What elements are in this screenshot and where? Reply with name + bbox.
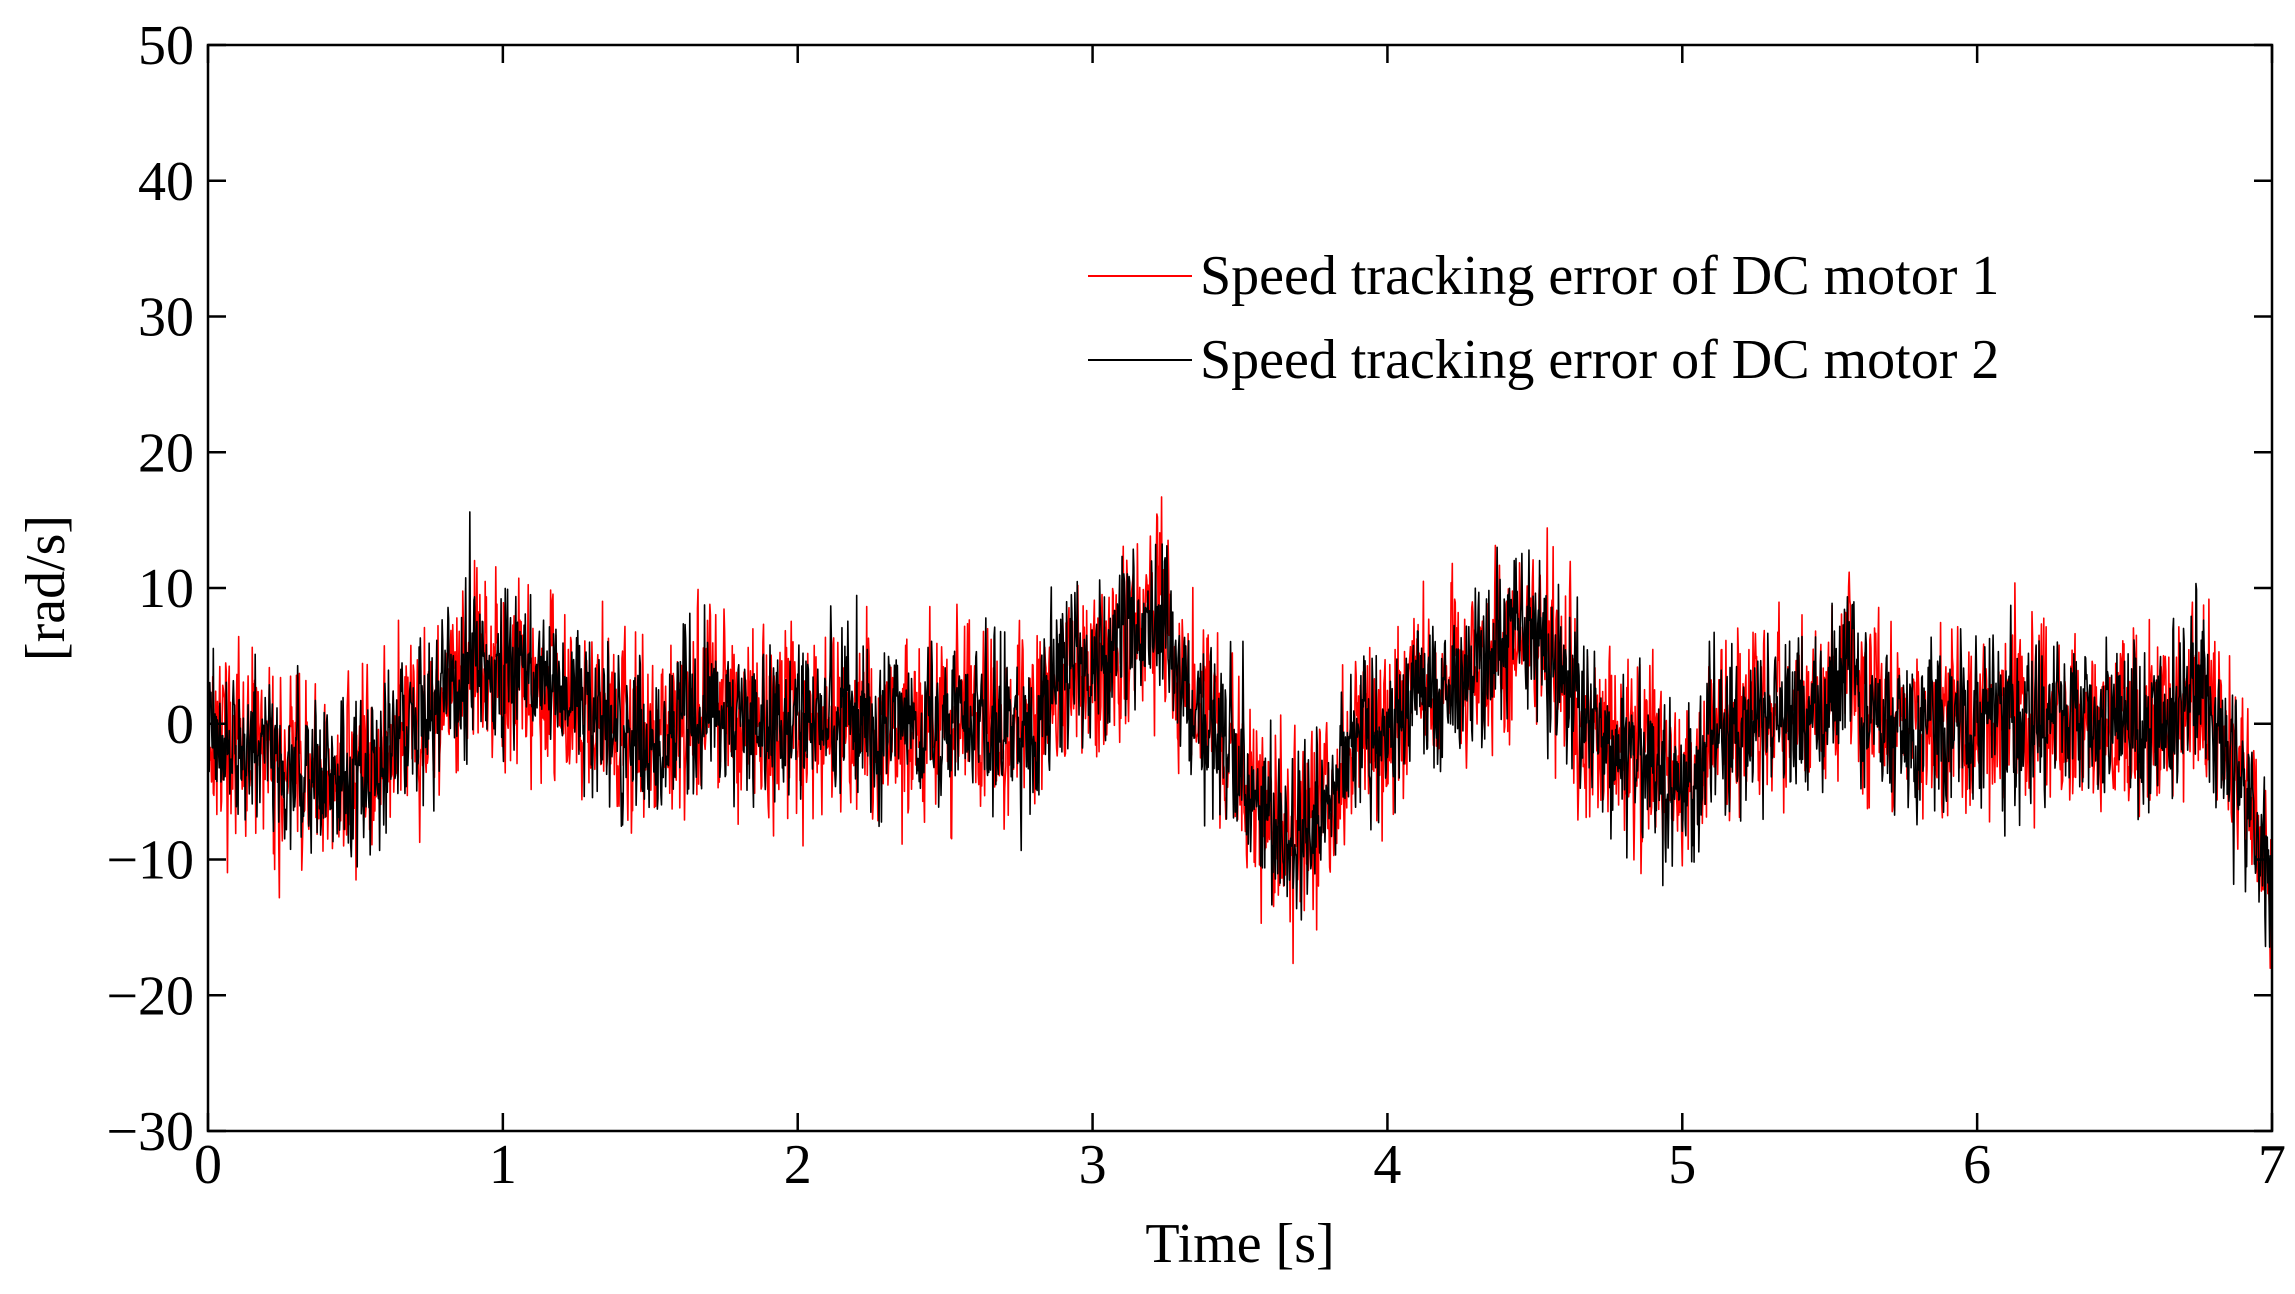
plot-area xyxy=(208,45,2272,1131)
y-axis-label: [rad/s] xyxy=(15,515,77,661)
ticks-layer: 0 1 2 3 4 5 6 7 −30 −20 −10 0 10 20 30 40 50 xyxy=(106,15,2286,1196)
x-tick-label: 6 xyxy=(1963,1134,1991,1196)
legend-label-motor-1: Speed tracking error of DC motor 1 xyxy=(1200,245,1999,307)
y-tick-label: 20 xyxy=(138,422,194,484)
x-tick-label: 4 xyxy=(1373,1134,1401,1196)
x-tick-label: 0 xyxy=(194,1134,222,1196)
series-line-motor-2 xyxy=(208,511,2272,962)
y-tick-label: −10 xyxy=(106,830,194,892)
y-tick-label: −30 xyxy=(106,1101,194,1163)
x-tick-label: 1 xyxy=(489,1134,517,1196)
series-layer xyxy=(208,496,2272,969)
legend-label-motor-2: Speed tracking error of DC motor 2 xyxy=(1200,329,1999,391)
y-tick-label: 0 xyxy=(166,694,194,756)
x-tick-label: 7 xyxy=(2258,1134,2286,1196)
x-tick-label: 3 xyxy=(1079,1134,1107,1196)
y-tick-label: −20 xyxy=(106,965,194,1027)
y-tick-label: 10 xyxy=(138,558,194,620)
x-tick-label: 2 xyxy=(784,1134,812,1196)
x-axis-label: Time [s] xyxy=(1145,1213,1334,1275)
y-tick-label: 40 xyxy=(138,151,194,213)
y-tick-label: 30 xyxy=(138,287,194,349)
x-tick-label: 5 xyxy=(1668,1134,1696,1196)
y-tick-label: 50 xyxy=(138,15,194,77)
legend: Speed tracking error of DC motor 1 Speed… xyxy=(1088,245,1999,391)
